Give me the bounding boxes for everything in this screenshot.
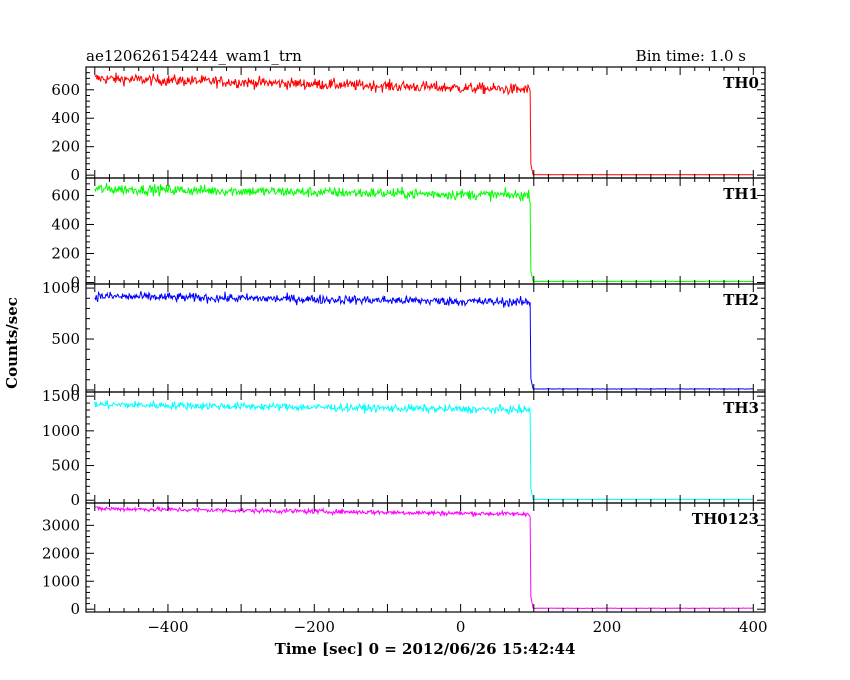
y-tick-label: 500 bbox=[51, 330, 80, 348]
y-tick-label: 1500 bbox=[42, 387, 80, 405]
panel-label-th0123: TH0123 bbox=[692, 510, 759, 528]
y-tick-label: 500 bbox=[51, 457, 80, 475]
y-tick-label: 600 bbox=[51, 81, 80, 99]
panel-label-th0: TH0 bbox=[723, 74, 759, 92]
y-tick-label: 1000 bbox=[42, 572, 80, 590]
panel-label-th3: TH3 bbox=[723, 399, 759, 417]
series-line-th0123 bbox=[94, 505, 754, 610]
x-tick-label: −200 bbox=[294, 618, 335, 636]
panels-group: 0 200 400 600 TH0 0 200 400 600 TH1 0 500 1000 TH2 0 50… bbox=[42, 66, 766, 618]
panel-th2: 0 500 1000 TH2 bbox=[42, 279, 766, 399]
x-axis-label: Time [sec] 0 = 2012/06/26 15:42:44 bbox=[275, 640, 576, 658]
y-tick-label: 1000 bbox=[42, 422, 80, 440]
y-tick-label: 0 bbox=[70, 600, 80, 618]
y-tick-label: 0 bbox=[70, 166, 80, 184]
series-line-th1 bbox=[94, 183, 754, 283]
y-tick-label: 0 bbox=[70, 381, 80, 399]
y-tick-label: 2000 bbox=[42, 544, 80, 562]
y-tick-label: 1000 bbox=[42, 279, 80, 297]
panel-th3: 0 500 1000 1500 TH3 bbox=[42, 387, 766, 509]
y-tick-label: 400 bbox=[51, 109, 80, 127]
y-tick-label: 400 bbox=[51, 215, 80, 233]
y-tick-label: 0 bbox=[70, 491, 80, 509]
x-tick-label: −400 bbox=[147, 618, 188, 636]
panel-th1: 0 200 400 600 TH1 bbox=[51, 177, 766, 292]
y-tick-label: 600 bbox=[51, 186, 80, 204]
y-axis-label: Counts/sec bbox=[3, 297, 21, 389]
x-tick-label: 400 bbox=[739, 618, 768, 636]
series-line-th3 bbox=[94, 399, 754, 501]
panel-th0: 0 200 400 600 TH0 bbox=[51, 66, 766, 184]
series-line-th0 bbox=[94, 72, 754, 176]
series-line-th2 bbox=[94, 290, 754, 390]
y-tick-label: 3000 bbox=[42, 516, 80, 534]
panel-th0123: 0 1000 2000 3000 TH0123 bbox=[42, 502, 766, 618]
panel-label-th1: TH1 bbox=[723, 185, 759, 203]
y-tick-label: 200 bbox=[51, 138, 80, 156]
bin-time-label: Bin time: 1.0 s bbox=[636, 47, 746, 65]
y-tick-label: 0 bbox=[70, 274, 80, 292]
x-tick-label: 0 bbox=[456, 618, 466, 636]
panel-label-th2: TH2 bbox=[723, 291, 759, 309]
y-tick-label: 200 bbox=[51, 245, 80, 263]
x-tick-label: 200 bbox=[593, 618, 622, 636]
chart-title: ae120626154244_wam1_trn bbox=[86, 47, 302, 65]
x-tick-labels: −400 −200 0 200 400 bbox=[147, 618, 767, 636]
panel-frame bbox=[85, 502, 766, 613]
